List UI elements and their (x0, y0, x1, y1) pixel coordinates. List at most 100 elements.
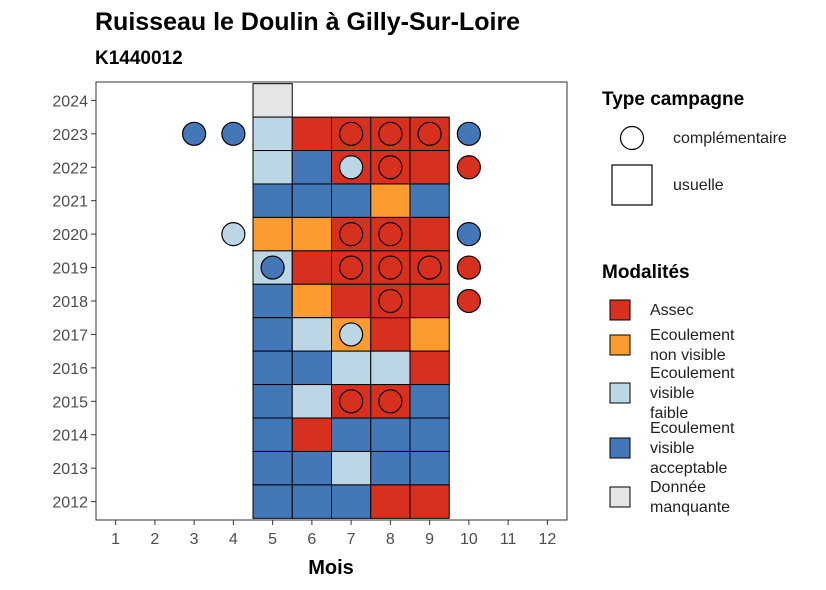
y-tick-label-2013: 2013 (52, 461, 88, 478)
x-tick-label-8: 8 (386, 531, 395, 548)
y-tick-label-2018: 2018 (52, 294, 88, 311)
point-2019-5 (260, 255, 285, 280)
point-2019-7 (339, 255, 364, 280)
legend-label-ecoulement-visible-faible-line-2: visible (650, 385, 695, 402)
tile-2015-9 (409, 384, 450, 419)
y-tick-label-2021: 2021 (52, 194, 88, 211)
y-tick-label-2017: 2017 (52, 327, 88, 344)
legend: Type campagne complémentaire usuelle Modali… (602, 89, 787, 516)
legend-key-circle (619, 125, 645, 151)
point-2019-9 (417, 255, 442, 280)
tile-2017-6 (291, 317, 332, 352)
tile-2013-5 (252, 450, 293, 486)
point-2018-8 (378, 288, 403, 314)
tile-2021-7 (331, 183, 372, 218)
tile-2012-7 (331, 484, 372, 519)
point-2020-7 (339, 222, 364, 247)
legend-label-ecoulement-non-visible-line-1: Ecoulement (650, 327, 735, 344)
chart-subtitle: K1440012 (95, 48, 183, 69)
legend-label-ecoulement-visible-faible-line-3: faible (650, 405, 688, 422)
y-tick-label-2012: 2012 (52, 495, 88, 512)
y-tick-label-2015: 2015 (52, 394, 88, 411)
tile-2021-9 (409, 183, 450, 218)
point-2023-9 (417, 121, 442, 146)
tile-2021-6 (291, 183, 332, 218)
point-2022-10 (456, 155, 481, 180)
tile-2016-9 (409, 350, 450, 386)
tile-2024-5 (252, 83, 293, 118)
y-tick-label-2020: 2020 (52, 227, 88, 244)
tile-2013-6 (291, 450, 332, 486)
tile-2014-8 (370, 417, 411, 452)
legend-swatch-ecoulement-visible-faible (609, 382, 631, 404)
legend-modalites-title: Modalités (602, 262, 690, 283)
y-tick-label-2016: 2016 (52, 361, 88, 378)
tile-2023-6 (291, 116, 332, 152)
tile-2021-5 (252, 183, 293, 218)
point-2019-8 (378, 255, 403, 280)
tile-2012-8 (370, 484, 411, 519)
y-tick-label-2024: 2024 (52, 93, 88, 110)
tile-2016-7 (331, 350, 372, 386)
tile-2015-5 (252, 384, 293, 419)
tile-2015-6 (291, 384, 332, 419)
tile-2012-5 (252, 484, 293, 519)
point-2022-8 (378, 155, 403, 180)
legend-label-donnee-manquante-line-2: manquante (650, 499, 730, 516)
point-2023-4 (221, 121, 246, 146)
tile-2022-9 (409, 150, 450, 185)
point-2022-7 (339, 155, 364, 180)
tile-2022-6 (291, 150, 332, 185)
y-tick-label-2019: 2019 (52, 261, 88, 278)
tile-2016-8 (370, 350, 411, 386)
point-2023-8 (378, 121, 403, 146)
x-tick-label-7: 7 (347, 531, 356, 548)
point-2023-3 (182, 121, 207, 146)
legend-label-donnee-manquante-line-1: Donnée (650, 479, 706, 496)
legend-swatch-donnee-manquante (609, 486, 631, 508)
x-tick-label-12: 12 (538, 531, 556, 548)
legend-label-complementaire: complémentaire (673, 130, 787, 147)
legend-label-ecoulement-visible-acceptable-line-3: acceptable (650, 460, 727, 477)
point-2018-10 (456, 288, 481, 314)
tile-2013-7 (331, 450, 372, 486)
legend-label-usuelle: usuelle (673, 177, 724, 194)
y-tick-label-2023: 2023 (52, 127, 88, 144)
tile-2016-5 (252, 350, 293, 386)
tile-2023-5 (252, 116, 293, 152)
y-tick-label-2014: 2014 (52, 428, 88, 445)
legend-label-ecoulement-visible-faible-line-1: Ecoulement (650, 365, 735, 382)
legend-label-ecoulement-visible-acceptable-line-2: visible (650, 440, 695, 457)
legend-key-square (611, 164, 653, 206)
tile-2018-7 (331, 283, 372, 319)
x-tick-label-9: 9 (425, 531, 434, 548)
tile-2014-5 (252, 417, 293, 452)
tile-2016-6 (291, 350, 332, 386)
point-2020-4 (221, 222, 246, 247)
point-2020-10 (456, 222, 481, 247)
tile-2018-9 (409, 283, 450, 319)
x-axis-title: Mois (308, 557, 354, 579)
tile-2014-6 (291, 417, 332, 452)
point-2015-8 (378, 389, 403, 414)
x-tick-label-4: 4 (229, 531, 238, 548)
legend-swatch-assec (609, 299, 631, 321)
tile-2021-8 (370, 183, 411, 218)
x-tick-label-6: 6 (307, 531, 316, 548)
point-2017-7 (339, 322, 364, 347)
x-tick-label-2: 2 (150, 531, 159, 548)
legend-label-assec-line-1: Assec (650, 302, 694, 319)
tile-2022-5 (252, 150, 293, 185)
x-tick-label-3: 3 (190, 531, 199, 548)
tile-2012-6 (291, 484, 332, 519)
x-tick-label-5: 5 (268, 531, 277, 548)
chart-title: Ruisseau le Doulin à Gilly-Sur-Loire (95, 8, 520, 36)
tile-2018-6 (291, 283, 332, 319)
legend-label-ecoulement-non-visible-line-2: non visible (650, 347, 726, 364)
x-tick-label-10: 10 (460, 531, 478, 548)
point-2019-10 (456, 255, 481, 280)
tile-2020-5 (252, 216, 293, 252)
tile-2012-9 (409, 484, 450, 519)
point-2023-10 (456, 121, 481, 146)
